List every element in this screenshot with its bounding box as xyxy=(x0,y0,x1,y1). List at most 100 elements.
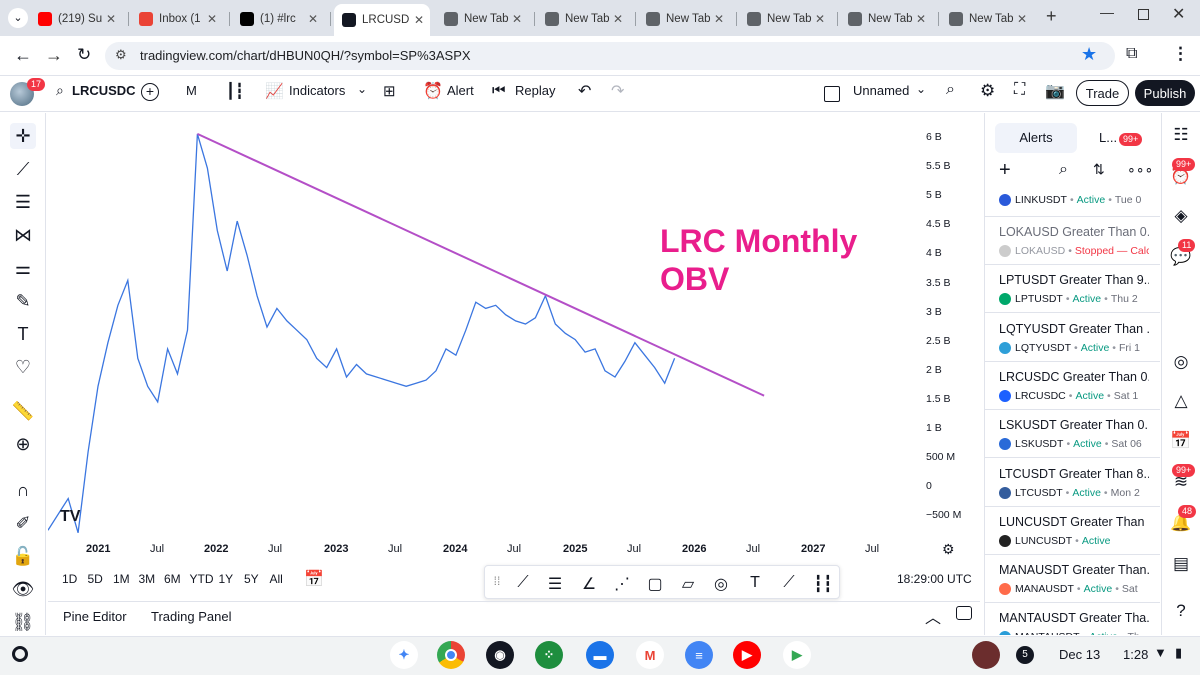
tab-log[interactable]: L... xyxy=(1099,130,1118,145)
system-time[interactable]: 1:28 xyxy=(1123,647,1149,662)
trend-line-icon[interactable]: ⟋ xyxy=(16,158,30,179)
reload-icon[interactable]: ↻ xyxy=(77,45,92,64)
symbol-search-icon[interactable]: ⌕ xyxy=(56,82,64,98)
search-icon[interactable]: ⌕ xyxy=(1059,161,1068,178)
chart-title-annotation[interactable]: LRC Monthly OBV xyxy=(660,223,858,297)
calendar-icon[interactable]: 📅 xyxy=(1170,431,1192,450)
watchlist-icon[interactable]: ☷ xyxy=(1173,125,1189,144)
circle-tool-icon[interactable]: ◎ xyxy=(714,576,728,593)
messages-app-icon[interactable]: ⁘ xyxy=(535,641,563,669)
minimize-icon[interactable]: — xyxy=(1100,4,1114,20)
angle-tool-icon[interactable]: ∠ xyxy=(581,576,597,593)
browser-tab[interactable]: Inbox (1 ✕ xyxy=(131,6,223,32)
close-tab-icon[interactable]: ✕ xyxy=(814,12,825,26)
more-icon[interactable]: ∘∘∘ xyxy=(1127,161,1154,177)
undo-icon[interactable]: ↶ xyxy=(578,83,592,100)
bookmark-star-icon[interactable]: ★ xyxy=(1081,44,1098,64)
lock-icon[interactable]: 🔓 xyxy=(11,545,35,566)
line-tool-icon[interactable]: ⟋ xyxy=(517,574,529,591)
forward-icon[interactable]: → xyxy=(45,45,63,65)
back-icon[interactable]: ← xyxy=(14,45,32,65)
heart-icon[interactable]: ♡ xyxy=(14,356,32,377)
trash-icon[interactable]: ⛓ xyxy=(11,611,35,632)
alert-item[interactable]: LSKUSDT Greater Than 0... LSKUSDT • Activ… xyxy=(985,410,1160,459)
browser-tab[interactable]: New Tab ✕ xyxy=(638,6,730,32)
alert-item[interactable]: LOKAUSD Greater Than 0... LOKAUSD • Stopp… xyxy=(985,217,1160,265)
symbol-name[interactable]: LRCUSDC xyxy=(72,83,136,98)
podcasts-app-icon[interactable]: ◉ xyxy=(486,641,514,669)
close-tab-icon[interactable]: ✕ xyxy=(1016,12,1027,26)
indicators-icon[interactable]: 📈 xyxy=(265,83,284,100)
close-window-icon[interactable]: ✕ xyxy=(1172,6,1186,23)
close-tab-icon[interactable]: ✕ xyxy=(105,12,116,26)
browser-tab[interactable]: New Tab ✕ xyxy=(436,6,528,32)
range-button[interactable]: YTD xyxy=(189,572,214,586)
sort-icon[interactable]: ⇅ xyxy=(1093,161,1105,177)
close-tab-icon[interactable]: ✕ xyxy=(612,12,623,26)
eye-icon[interactable]: 👁 xyxy=(11,578,35,599)
close-tab-icon[interactable]: ✕ xyxy=(713,12,724,26)
site-info-icon[interactable]: ⚙ xyxy=(115,47,127,62)
zoom-in-icon[interactable]: ⊕ xyxy=(15,433,31,454)
range-button[interactable]: 1D xyxy=(62,572,78,586)
alert-item[interactable]: LRCUSDC Greater Than 0... LRCUSDC • Activ… xyxy=(985,362,1160,410)
alert-button[interactable]: Alert xyxy=(447,83,474,98)
alert-item[interactable]: LPTUSDT Greater Than 9... LPTUSDT • Activ… xyxy=(985,265,1160,314)
chrome-app-icon[interactable] xyxy=(437,641,465,669)
rectangle-tool-icon[interactable]: ▢ xyxy=(647,576,663,593)
clock-time[interactable]: 18:29:00 UTC xyxy=(897,572,972,586)
chevron-down-icon[interactable]: ⌄ xyxy=(357,82,368,96)
play-store-app-icon[interactable]: ▶ xyxy=(783,641,811,669)
add-alert-icon[interactable]: + xyxy=(999,159,1011,181)
notification-count[interactable]: 5 xyxy=(1016,646,1034,664)
restore-icon[interactable] xyxy=(1138,9,1149,20)
hlines-tool-icon[interactable]: ☰ xyxy=(547,576,563,593)
range-button[interactable]: 5D xyxy=(87,572,103,586)
axis-settings-icon[interactable]: ⚙ xyxy=(942,541,955,557)
replay-button[interactable]: Replay xyxy=(515,83,556,98)
url-text[interactable]: tradingview.com/chart/dHBUN0QH/?symbol=S… xyxy=(140,48,471,63)
crosshair-icon[interactable]: ✛ xyxy=(10,123,36,149)
fan-tool-icon[interactable]: ⋰ xyxy=(614,576,630,593)
alert-item[interactable]: LTCUSDT Greater Than 8... LTCUSDT • Activ… xyxy=(985,459,1160,507)
stay-drawing-icon[interactable]: ✐ xyxy=(15,512,31,533)
youtube-app-icon[interactable]: ▶ xyxy=(733,641,761,669)
layers-icon[interactable]: ◈ xyxy=(1174,206,1188,225)
target-icon[interactable]: ◎ xyxy=(1173,352,1189,371)
indicators-button[interactable]: Indicators xyxy=(289,83,346,98)
browser-tab[interactable]: New Tab ✕ xyxy=(739,6,831,32)
date-range-icon[interactable]: 📅 xyxy=(304,571,324,588)
layout-checkbox-icon[interactable] xyxy=(824,86,840,102)
browser-tab[interactable]: New Tab ✕ xyxy=(840,6,932,32)
browser-tab[interactable]: New Tab ✕ xyxy=(537,6,629,32)
dom-icon[interactable]: ▤ xyxy=(1172,554,1190,573)
range-button[interactable]: 3M xyxy=(138,572,156,586)
trade-button[interactable]: Trade xyxy=(1076,80,1129,106)
address-bar[interactable] xyxy=(105,42,1115,70)
settings-gear-icon[interactable]: ⚙ xyxy=(980,81,996,100)
system-date[interactable]: Dec 13 xyxy=(1059,647,1101,662)
drag-handle-icon[interactable]: ⁞⁞ xyxy=(493,574,501,588)
layouts-grid-icon[interactable]: ⊞ xyxy=(383,83,396,100)
publish-button[interactable]: Publish xyxy=(1135,80,1195,106)
alert-item[interactable]: LQTYUSDT Greater Than ... LQTYUSDT • Acti… xyxy=(985,314,1160,362)
compare-add-icon[interactable]: + xyxy=(141,83,159,101)
maximize-panel-icon[interactable] xyxy=(956,606,972,620)
interval-button[interactable]: M xyxy=(186,83,197,98)
price-chart[interactable] xyxy=(48,113,980,541)
alert-item[interactable]: MANTAUSDT Greater Tha... MANTAUSDT • Acti… xyxy=(985,603,1160,635)
quick-search-icon[interactable]: ⌕ xyxy=(946,81,955,98)
range-button[interactable]: 1M xyxy=(113,572,130,586)
ideas-icon[interactable]: △ xyxy=(1174,391,1188,410)
ruler-icon[interactable]: 📏 xyxy=(11,400,35,421)
fib-retracement-icon[interactable]: ☰ xyxy=(14,191,32,212)
tab-list-dropdown-icon[interactable]: ⌄ xyxy=(8,8,28,28)
fullscreen-icon[interactable]: ⛶ xyxy=(1014,81,1026,98)
redo-icon[interactable]: ↷ xyxy=(611,83,625,100)
assistant-app-icon[interactable]: ✦ xyxy=(390,641,418,669)
close-tab-icon[interactable]: ✕ xyxy=(413,13,424,27)
magnet-icon[interactable]: ∩ xyxy=(16,479,30,500)
range-button[interactable]: 1Y xyxy=(218,572,234,586)
browser-tab[interactable]: (1) #lrc ✕ xyxy=(232,6,324,32)
alert-item[interactable]: LUNCUSDT Greater Than ... LUNCUSDT • Acti… xyxy=(985,507,1160,555)
